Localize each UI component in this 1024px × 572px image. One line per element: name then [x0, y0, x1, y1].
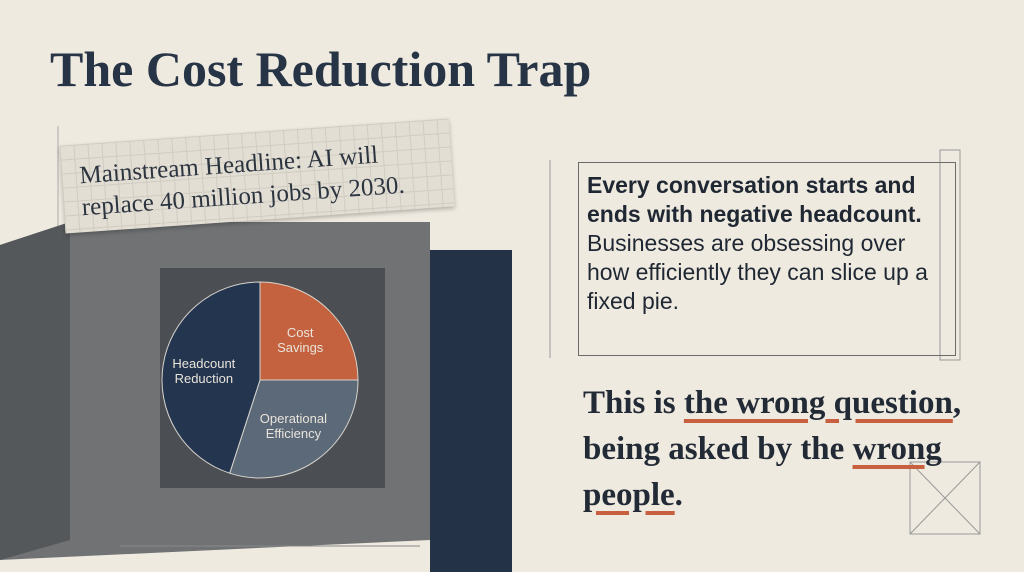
statement-part: . — [674, 477, 683, 513]
pie-chart — [161, 281, 359, 479]
sketch-box — [909, 461, 981, 535]
statement: This is the wrong question, being asked … — [583, 380, 993, 518]
statement-part: , being asked by the — [583, 385, 962, 467]
sketch-line — [909, 461, 981, 535]
navy-block — [430, 250, 512, 572]
statement-part: This is — [583, 385, 684, 421]
sketch-line — [939, 149, 961, 361]
slice-label: Headcount Reduction — [172, 356, 236, 387]
pie-slice — [259, 281, 359, 381]
pie-slice — [161, 281, 261, 474]
slice-label: Operational Efficiency — [259, 410, 328, 441]
body-box: Every conversation starts and ends with … — [578, 162, 956, 356]
statement-emphasis: wrong people — [583, 431, 942, 513]
statement-emphasis: the wrong question — [683, 385, 953, 421]
body-text: Every conversation starts and ends with … — [579, 163, 955, 324]
title: The Cost Reduction Trap — [50, 41, 592, 97]
pie-slice — [229, 379, 359, 479]
concrete-side — [0, 222, 70, 560]
body-bold: Every conversation starts and ends with … — [587, 172, 922, 227]
body-rest: Businesses are obsessing over how effici… — [587, 230, 928, 314]
slice-label: Cost Savings — [277, 324, 324, 355]
